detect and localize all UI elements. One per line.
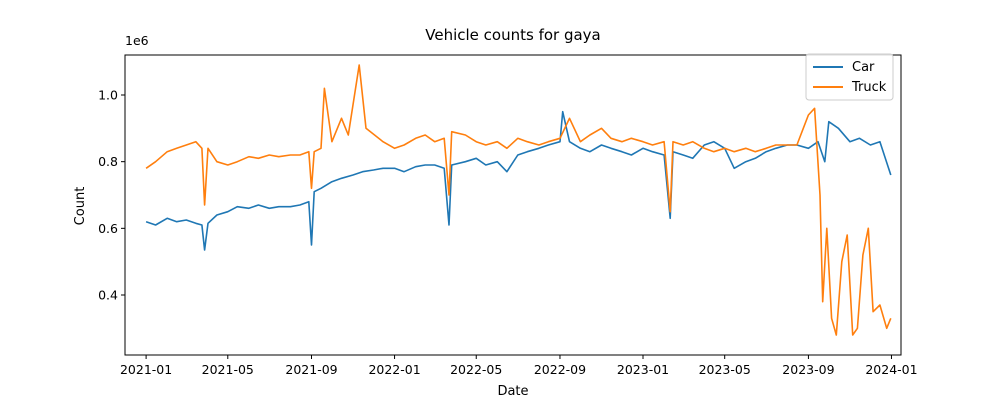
x-axis-ticks: 2021-01 2021-05 2021-09 2022-01 2022-05 2022-… — [120, 355, 918, 377]
y-tick-label: 0.8 — [98, 154, 118, 169]
series-lines — [145, 64, 892, 336]
legend: Car Truck — [805, 53, 894, 101]
legend-label-truck: Truck — [851, 80, 887, 95]
y-tick-label: 0.6 — [98, 221, 118, 236]
series-line-car — [145, 110, 892, 251]
x-tick-label: 2023-01 — [617, 362, 669, 377]
x-tick-label: 2021-05 — [202, 362, 254, 377]
x-tick-label: 2021-09 — [285, 362, 337, 377]
x-tick-label: 2022-01 — [368, 362, 420, 377]
y-scale-note: 1e6 — [125, 33, 149, 48]
x-tick-label: 2021-01 — [120, 362, 172, 377]
y-axis-label: Count — [73, 187, 88, 226]
x-axis-label: Date — [497, 384, 528, 399]
y-tick-label: 0.4 — [98, 288, 118, 303]
x-tick-label: 2022-05 — [450, 362, 502, 377]
x-tick-label: 2023-05 — [699, 362, 751, 377]
series-line-truck — [145, 64, 892, 336]
x-tick-label: 2024-01 — [865, 362, 917, 377]
y-axis-ticks: 0.4 0.6 0.8 1.0 — [98, 88, 125, 303]
x-tick-label: 2023-09 — [782, 362, 834, 377]
legend-box — [805, 53, 894, 101]
y-tick-label: 1.0 — [98, 88, 118, 103]
legend-label-car: Car — [852, 60, 875, 75]
plot-area: 2021-01 2021-05 2021-09 2022-01 2022-05 2022-… — [98, 54, 918, 377]
plot-frame — [124, 54, 902, 356]
chart-title: Vehicle counts for gaya — [425, 26, 601, 44]
x-tick-label: 2022-09 — [534, 362, 586, 377]
